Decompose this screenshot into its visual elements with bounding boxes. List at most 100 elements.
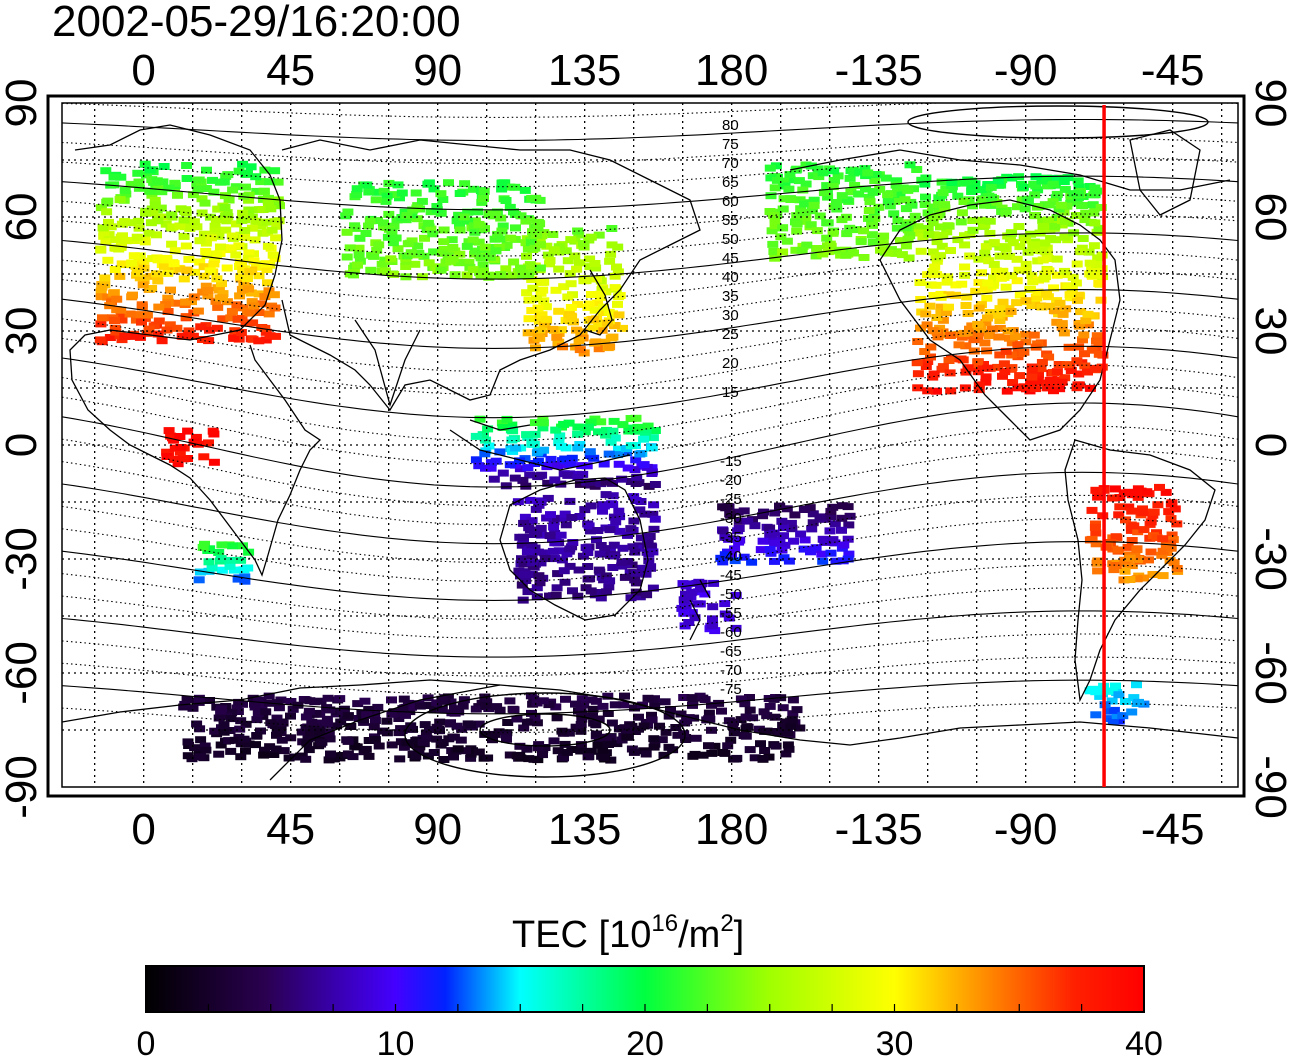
tec-data-point: [1014, 372, 1026, 380]
tec-data-point: [156, 213, 168, 221]
tec-data-point: [287, 705, 299, 713]
tec-data-point: [986, 325, 998, 333]
tec-data-point: [959, 384, 971, 392]
tec-data-point: [161, 256, 173, 264]
tec-data-point: [805, 221, 817, 229]
tec-data-point: [1132, 490, 1144, 498]
contour-label: -40: [720, 548, 742, 565]
tec-data-point: [892, 186, 904, 193]
tec-data-point: [215, 243, 226, 251]
tec-data-point: [571, 326, 582, 334]
tec-data-point: [212, 205, 224, 213]
tec-data-point: [902, 186, 914, 194]
tec-data-point: [542, 479, 554, 487]
tec-data-point: [785, 196, 797, 203]
tec-data-point: [95, 287, 107, 295]
tec-data-point: [923, 231, 935, 239]
tec-data-point: [608, 541, 620, 549]
tec-data-point: [639, 510, 651, 518]
tec-data-point: [423, 259, 435, 267]
tec-data-point: [782, 741, 794, 749]
tec-data-point: [1137, 505, 1148, 513]
tec-data-point: [1110, 682, 1121, 690]
tec-data-point: [944, 369, 956, 377]
tec-data-point: [962, 310, 974, 317]
tec-data-point: [707, 615, 718, 623]
tec-data-point: [465, 721, 477, 729]
tec-data-point: [501, 241, 513, 249]
tec-data-point: [207, 176, 218, 184]
tec-data-point: [524, 496, 536, 504]
tec-data-point: [539, 555, 551, 562]
tec-data-point: [494, 706, 506, 714]
tec-data-point: [175, 444, 187, 451]
bottom-longitude-tick-label: -45: [1141, 805, 1205, 854]
tec-data-point: [102, 293, 114, 301]
bottom-longitude-tick-label: 45: [266, 805, 315, 854]
geomagnetic-contour: [62, 156, 1238, 188]
tec-data-point: [164, 321, 176, 329]
tec-data-point: [777, 721, 789, 729]
tec-data-point: [485, 464, 497, 472]
tec-data-point: [984, 217, 996, 225]
tec-data-point: [188, 218, 200, 226]
tec-data-point: [703, 709, 715, 717]
tec-data-point: [844, 512, 856, 520]
tec-data-point: [538, 297, 550, 305]
tec-data-point: [518, 571, 530, 579]
tec-data-point: [363, 222, 374, 230]
tec-data-point: [925, 343, 937, 351]
geomagnetic-contour: [62, 289, 1238, 349]
tec-data-point: [730, 591, 742, 599]
tec-data-point: [1030, 293, 1042, 301]
tec-data-point: [1124, 576, 1136, 583]
tec-data-point: [205, 234, 217, 242]
tec-data-point: [786, 715, 798, 723]
tec-data-point: [1133, 698, 1144, 706]
tec-data-point: [719, 600, 731, 608]
tec-data-point: [479, 730, 491, 738]
tec-data-point: [194, 725, 206, 733]
tec-data-point: [682, 595, 694, 602]
tec-data-point: [505, 426, 517, 434]
contour-label: 80: [722, 117, 739, 134]
tec-data-point: [548, 523, 560, 531]
tec-data-point: [132, 169, 144, 177]
tec-data-point: [997, 372, 1008, 380]
tec-data-point: [1151, 534, 1163, 542]
tec-data-point: [342, 737, 354, 745]
tec-data-point: [125, 180, 137, 188]
tec-data-point: [759, 747, 771, 754]
tec-data-point: [468, 185, 479, 193]
tec-data-point: [994, 252, 1006, 260]
geomagnetic-contour: [62, 425, 1238, 507]
tec-data-point: [574, 346, 586, 354]
tec-data-point: [891, 177, 903, 185]
tec-data-point: [119, 186, 131, 194]
tec-data-point: [1090, 711, 1102, 719]
tec-data-point: [573, 337, 585, 344]
tec-data-point: [151, 231, 162, 239]
tec-data-point: [769, 222, 781, 230]
tec-data-point: [140, 209, 152, 217]
tec-data-point: [582, 563, 594, 570]
lat-lon-grid: [62, 103, 1238, 787]
tec-data-point: [769, 557, 780, 565]
tec-data-point: [193, 698, 205, 706]
tec-data-point: [545, 455, 557, 463]
tec-data-point: [634, 506, 646, 514]
tec-data-point: [882, 191, 894, 199]
tec-data-point: [791, 706, 803, 714]
tec-data-point: [1037, 222, 1049, 230]
tec-data-point: [1163, 508, 1175, 516]
tec-data-point: [777, 248, 789, 256]
tec-data-point: [1137, 509, 1149, 517]
tec-data-point: [583, 522, 595, 530]
tec-data-point: [968, 347, 980, 355]
tec-data-point: [830, 557, 842, 565]
tec-data-point: [144, 272, 156, 280]
tec-data-point: [323, 756, 335, 764]
tec-data-point: [767, 240, 779, 248]
tec-data-point: [1108, 706, 1120, 714]
tec-data-point: [265, 719, 277, 727]
